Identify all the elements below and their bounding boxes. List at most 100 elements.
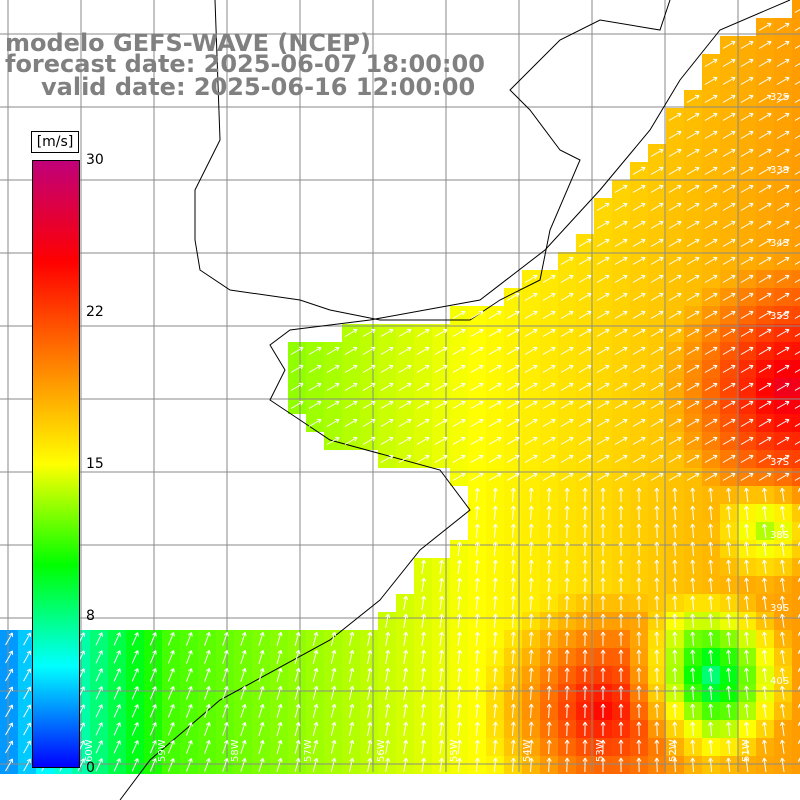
wind-arrow bbox=[744, 757, 750, 773]
wind-cell bbox=[792, 108, 800, 126]
wind-arrow bbox=[546, 739, 552, 755]
wind-arrow bbox=[618, 559, 624, 575]
wind-arrow bbox=[794, 243, 800, 247]
lon-label: 58W bbox=[230, 739, 241, 762]
wind-arrow bbox=[560, 274, 574, 283]
wind-arrow bbox=[614, 256, 628, 265]
wind-arrow bbox=[636, 721, 642, 737]
wind-arrow bbox=[421, 721, 427, 736]
wind-arrow bbox=[708, 523, 714, 539]
wind-arrow bbox=[600, 667, 606, 683]
wind-arrow bbox=[636, 523, 642, 539]
wind-arrow bbox=[506, 400, 520, 409]
wind-cell bbox=[792, 252, 800, 270]
wind-arrow bbox=[690, 613, 696, 629]
wind-arrow bbox=[416, 364, 430, 373]
wind-arrow bbox=[726, 757, 732, 773]
wind-arrow bbox=[672, 721, 678, 737]
wind-arrow bbox=[452, 364, 466, 373]
wind-arrow bbox=[779, 667, 785, 682]
wind-arrow bbox=[344, 346, 358, 355]
colorbar-tick-0: 0 bbox=[86, 760, 95, 776]
wind-arrow bbox=[762, 739, 767, 755]
wind-arrow bbox=[294, 721, 301, 736]
wind-arrow bbox=[113, 740, 121, 754]
wind-arrow bbox=[434, 418, 448, 427]
wind-arrow bbox=[439, 631, 445, 646]
wind-arrow bbox=[276, 649, 283, 664]
wind-cell bbox=[792, 396, 800, 414]
wind-arrow bbox=[506, 472, 520, 481]
wind-arrow bbox=[312, 631, 319, 646]
wind-arrow bbox=[722, 58, 736, 67]
wind-arrow bbox=[510, 631, 516, 647]
wind-arrow bbox=[95, 686, 103, 700]
wind-arrow bbox=[421, 685, 427, 700]
wind-cell bbox=[792, 216, 800, 234]
wind-arrow bbox=[758, 112, 772, 121]
wind-arrow bbox=[131, 632, 139, 646]
wind-arrow bbox=[452, 310, 466, 319]
wind-arrow bbox=[330, 649, 337, 664]
wind-arrow bbox=[758, 148, 772, 157]
wind-arrow bbox=[344, 382, 358, 391]
wind-arrow bbox=[344, 400, 358, 409]
wind-arrow bbox=[740, 238, 754, 247]
wind-arrow bbox=[457, 541, 462, 557]
wind-arrow bbox=[740, 130, 754, 139]
wind-arrow bbox=[794, 189, 800, 193]
wind-arrow bbox=[308, 418, 322, 427]
wind-arrow bbox=[582, 523, 588, 539]
wind-arrow bbox=[686, 346, 700, 355]
wind-arrow bbox=[488, 436, 502, 445]
wind-arrow bbox=[704, 418, 718, 427]
wind-arrow bbox=[794, 477, 800, 481]
wind-arrow bbox=[474, 667, 480, 683]
wind-arrow bbox=[740, 40, 754, 49]
wind-arrow bbox=[779, 595, 785, 610]
wind-arrow bbox=[546, 505, 552, 521]
wind-cell bbox=[792, 756, 800, 774]
wind-arrow bbox=[600, 595, 606, 611]
wind-arrow bbox=[564, 523, 570, 539]
wind-arrow bbox=[528, 523, 534, 539]
wind-arrow bbox=[330, 685, 337, 700]
wind-arrow bbox=[708, 721, 714, 737]
wind-arrow bbox=[510, 577, 516, 593]
wind-arrow bbox=[457, 739, 462, 755]
lon-label: 60W bbox=[84, 739, 95, 762]
wind-arrow bbox=[528, 559, 534, 575]
wind-arrow bbox=[668, 274, 682, 283]
wind-cell bbox=[792, 54, 800, 72]
wind-arrow bbox=[654, 541, 660, 557]
wind-arrow bbox=[668, 256, 682, 265]
wind-arrow bbox=[794, 261, 800, 265]
wind-arrow bbox=[474, 595, 480, 611]
wind-arrow bbox=[776, 112, 790, 121]
wind-arrow bbox=[600, 685, 606, 701]
wind-arrow bbox=[650, 328, 664, 337]
wind-arrow bbox=[510, 739, 516, 755]
wind-arrow bbox=[294, 703, 301, 718]
wind-arrow bbox=[744, 523, 750, 539]
wind-arrow bbox=[614, 292, 628, 301]
wind-arrow bbox=[528, 631, 534, 647]
wind-arrow bbox=[77, 758, 85, 772]
wind-arrow bbox=[704, 184, 718, 193]
wind-arrow bbox=[779, 505, 785, 520]
wind-arrow bbox=[560, 310, 574, 319]
wind-arrow bbox=[654, 631, 660, 647]
wind-arrow bbox=[470, 346, 484, 355]
wind-arrow bbox=[492, 667, 498, 683]
wind-arrow bbox=[686, 202, 700, 211]
wind-arrow bbox=[779, 649, 785, 664]
wind-arrow bbox=[740, 220, 754, 229]
wind-arrow bbox=[744, 595, 750, 611]
wind-arrow bbox=[672, 739, 678, 755]
wind-arrow bbox=[708, 667, 714, 683]
wind-arrow bbox=[542, 436, 556, 445]
wind-arrow bbox=[776, 202, 790, 211]
wind-arrow bbox=[222, 668, 229, 682]
wind-arrow bbox=[740, 292, 754, 301]
wind-arrow bbox=[758, 184, 772, 193]
